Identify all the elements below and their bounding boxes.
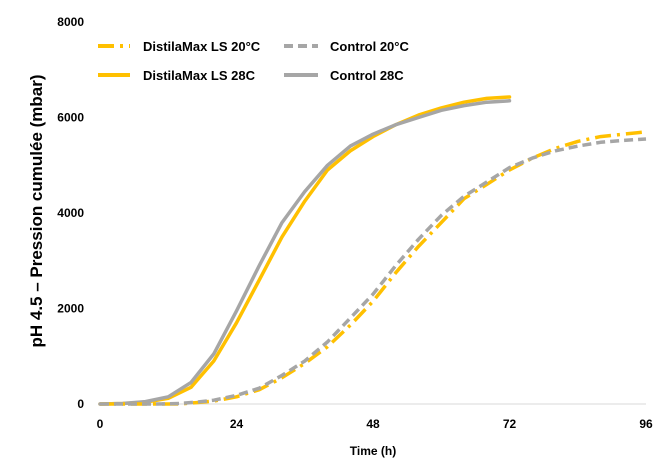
legend-item-3: DistilaMax LS 28C xyxy=(98,68,256,83)
legend-item-4: Control 28C xyxy=(284,68,404,83)
series-line-3 xyxy=(98,95,512,406)
y-axis-title: pH 4.5 – Pression cumulée (mbar) xyxy=(27,74,46,347)
series-line-2 xyxy=(100,137,647,406)
legend-label: DistilaMax LS 20°C xyxy=(143,39,261,54)
x-tick-label: 72 xyxy=(503,417,517,431)
legend-label: DistilaMax LS 28C xyxy=(143,68,256,83)
legend-label: Control 28C xyxy=(330,68,404,83)
y-tick-label: 2000 xyxy=(57,302,84,316)
x-tick-label: 0 xyxy=(97,417,104,431)
y-tick-label: 6000 xyxy=(57,111,84,125)
legend: DistilaMax LS 20°C Control 20°C DistilaM… xyxy=(98,39,409,83)
y-tick-label: 0 xyxy=(77,397,84,411)
x-tick-label: 48 xyxy=(366,417,380,431)
legend-item-1: DistilaMax LS 20°C xyxy=(98,39,261,54)
series-line-4 xyxy=(98,99,512,406)
series-line-1 xyxy=(100,130,647,406)
legend-label: Control 20°C xyxy=(330,39,409,54)
x-axis-title: Time (h) xyxy=(350,444,396,458)
y-tick-label: 4000 xyxy=(57,206,84,220)
x-tick-label: 24 xyxy=(230,417,244,431)
y-tick-label: 8000 xyxy=(57,15,84,29)
x-tick-label: 96 xyxy=(639,417,653,431)
legend-item-2: Control 20°C xyxy=(284,39,409,54)
